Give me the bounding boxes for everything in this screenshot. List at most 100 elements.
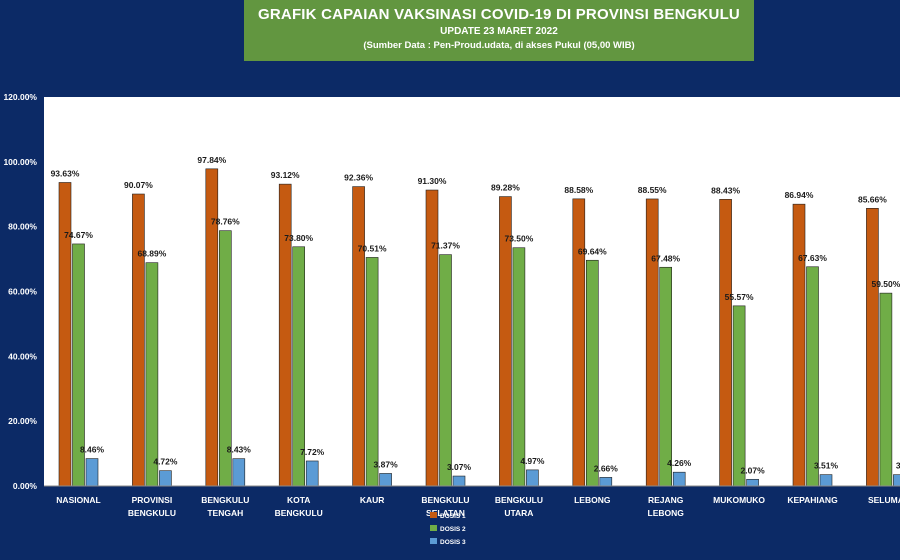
- data-label: 3.87%: [374, 459, 399, 469]
- data-label: 55.57%: [725, 292, 754, 302]
- category-label: TENGAH: [207, 508, 243, 518]
- bar-dosis-2: [439, 254, 452, 487]
- bar-dosis-3: [159, 470, 172, 487]
- bar-dosis-2: [145, 262, 159, 487]
- data-label: 86.94%: [785, 190, 814, 200]
- bar-dosis-1: [425, 189, 439, 487]
- data-label: 93.63%: [51, 168, 80, 178]
- data-label: 2.07%: [741, 465, 766, 475]
- bar-dosis-2: [512, 247, 526, 487]
- category-label: KEPAHIANG: [787, 495, 838, 505]
- data-label: 8.46%: [80, 445, 105, 455]
- chart-title: GRAFIK CAPAIAN VAKSINASI COVID-19 DI PRO…: [258, 6, 740, 23]
- bar-dosis-3: [232, 458, 246, 487]
- data-label: 2.66%: [594, 463, 619, 473]
- data-label: 67.48%: [651, 253, 680, 263]
- category-label: SELATAN: [426, 508, 465, 518]
- data-label: 8.43%: [227, 445, 252, 455]
- category-label: BENGKULU: [128, 508, 176, 518]
- chart-title-box: GRAFIK CAPAIAN VAKSINASI COVID-19 DI PRO…: [244, 0, 754, 61]
- legend-swatch: [430, 512, 437, 518]
- category-label: KAUR: [360, 495, 385, 505]
- data-label: 88.55%: [638, 185, 667, 195]
- data-label: 4.26%: [667, 458, 692, 468]
- data-label: 88.43%: [711, 185, 740, 195]
- y-tick-label: 120.00%: [3, 92, 37, 102]
- category-label: NASIONAL: [56, 495, 100, 505]
- bar-dosis-1: [572, 198, 586, 487]
- y-tick-label: 20.00%: [8, 416, 37, 426]
- data-label: 85.66%: [858, 194, 887, 204]
- bar-dosis-2: [365, 257, 379, 487]
- category-label: BENGKULU: [201, 495, 249, 505]
- data-label: 69.64%: [578, 246, 607, 256]
- data-label: 3.51%: [814, 461, 839, 471]
- data-label: 67.63%: [798, 253, 827, 263]
- data-label: 70.51%: [358, 243, 387, 253]
- y-tick-label: 40.00%: [8, 351, 37, 361]
- legend-label: DOSIS 1: [440, 513, 466, 520]
- legend-swatch: [430, 525, 437, 531]
- bar-dosis-3: [85, 458, 99, 487]
- bar-dosis-2: [659, 266, 673, 487]
- data-label: 68.89%: [137, 249, 166, 259]
- bar-dosis-1: [866, 208, 879, 487]
- bar-dosis-3: [893, 474, 900, 487]
- plot-area: [44, 97, 900, 486]
- legend-swatch: [430, 538, 437, 544]
- data-label: 78.76%: [211, 217, 240, 227]
- data-label: 7.72%: [300, 447, 325, 457]
- bar-dosis-1: [278, 183, 292, 487]
- bar-dosis-3: [305, 460, 319, 487]
- legend-label: DOSIS 2: [440, 526, 466, 533]
- y-tick-label: 100.00%: [3, 157, 37, 167]
- bar-dosis-3: [379, 473, 392, 487]
- category-label: SELUMA: [868, 495, 900, 505]
- category-label: BENGKULU: [275, 508, 323, 518]
- data-label: 4.97%: [520, 456, 545, 466]
- category-label: UTARA: [504, 508, 533, 518]
- data-label: 59.50%: [871, 279, 900, 289]
- data-label: 91.30%: [418, 176, 447, 186]
- legend-label: DOSIS 3: [440, 539, 466, 546]
- data-label: 89.28%: [491, 183, 520, 193]
- bar-dosis-1: [645, 198, 659, 487]
- data-label: 73.50%: [504, 234, 533, 244]
- bar-dosis-2: [806, 266, 819, 487]
- category-label: REJANG: [648, 495, 684, 505]
- data-label: 71.37%: [431, 241, 460, 251]
- bar-dosis-2: [879, 292, 893, 487]
- data-label: 3.07%: [447, 462, 472, 472]
- data-label: 4.72%: [153, 457, 178, 467]
- bar-dosis-3: [452, 475, 466, 487]
- bar-dosis-3: [672, 471, 686, 487]
- category-label: BENGKULU: [421, 495, 469, 505]
- y-tick-label: 80.00%: [8, 222, 37, 232]
- category-label: KOTA: [287, 495, 310, 505]
- data-label: 90.07%: [124, 180, 153, 190]
- category-label: BENGKULU: [495, 495, 543, 505]
- category-label: LEBONG: [574, 495, 611, 505]
- update-date: UPDATE 23 MARET 2022: [440, 26, 558, 37]
- bar-dosis-1: [58, 182, 72, 487]
- y-tick-label: 0.00%: [13, 481, 38, 491]
- category-label: MUKOMUKO: [713, 495, 765, 505]
- bar-dosis-3: [599, 477, 613, 487]
- bar-dosis-1: [719, 199, 732, 487]
- bar-dosis-3: [526, 469, 539, 487]
- bar-dosis-2: [585, 259, 599, 487]
- data-label: 92.36%: [344, 173, 373, 183]
- data-label: 3.: [896, 461, 900, 471]
- bar-dosis-1: [132, 193, 145, 487]
- data-label: 93.12%: [271, 170, 300, 180]
- y-tick-label: 60.00%: [8, 287, 37, 297]
- bar-dosis-2: [732, 305, 746, 487]
- data-label: 97.84%: [197, 155, 226, 165]
- bar-dosis-3: [819, 474, 833, 487]
- category-label: PROVINSI: [132, 495, 173, 505]
- data-source: (Sumber Data : Pen-Proud.udata, di akses…: [363, 40, 635, 51]
- bar-dosis-1: [792, 203, 806, 487]
- data-label: 73.80%: [284, 233, 313, 243]
- data-label: 88.58%: [564, 185, 593, 195]
